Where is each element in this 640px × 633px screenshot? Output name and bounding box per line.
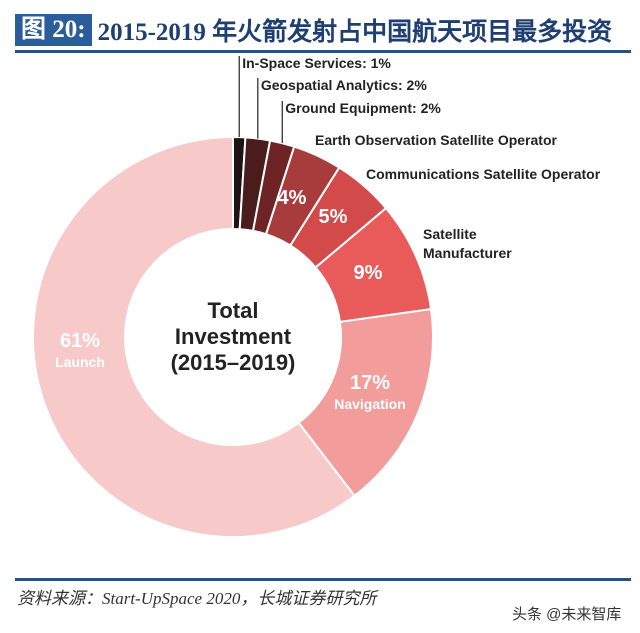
slice-label: Manufacturer — [423, 245, 512, 261]
slice-label: Launch — [55, 354, 105, 370]
slice-label: In-Space Services: 1% — [242, 55, 391, 71]
slice-percent: 61% — [60, 330, 100, 352]
center-label: Investment — [175, 324, 292, 349]
slice-label: Earth Observation Satellite Operator — [315, 132, 558, 148]
source-note: 资料来源：Start-UpSpace 2020，长城证券研究所 — [17, 589, 377, 608]
top-divider — [15, 50, 631, 53]
center-label: Total — [208, 298, 259, 323]
slice-label: Navigation — [334, 396, 406, 412]
bottom-divider — [15, 578, 631, 581]
figure-title-text: 2015-2019 年火箭发射占中国航天项目最多投资 — [97, 19, 613, 46]
center-label: (2015–2019) — [171, 350, 296, 375]
slice-label: Communications Satellite Operator — [366, 166, 601, 182]
slice-label: Ground Equipment: 2% — [285, 100, 441, 116]
donut-chart: In-Space Services: 1% Geospatial Analytic… — [32, 55, 601, 538]
figure-number: 图 20: — [15, 14, 92, 46]
slice-launch — [32, 135, 356, 538]
slice-percent: 5% — [319, 206, 348, 228]
figure-title: 图 20: 2015-2019 年火箭发射占中国航天项目最多投资 — [15, 14, 612, 46]
watermark: 头条 @未来智库 — [512, 606, 622, 623]
slice-percent: 17% — [350, 372, 390, 394]
slice-percent: 9% — [354, 262, 383, 284]
slice-label: Geospatial Analytics: 2% — [261, 77, 428, 93]
slice-percent: 4% — [278, 187, 307, 209]
slice-label: Satellite — [423, 226, 477, 242]
